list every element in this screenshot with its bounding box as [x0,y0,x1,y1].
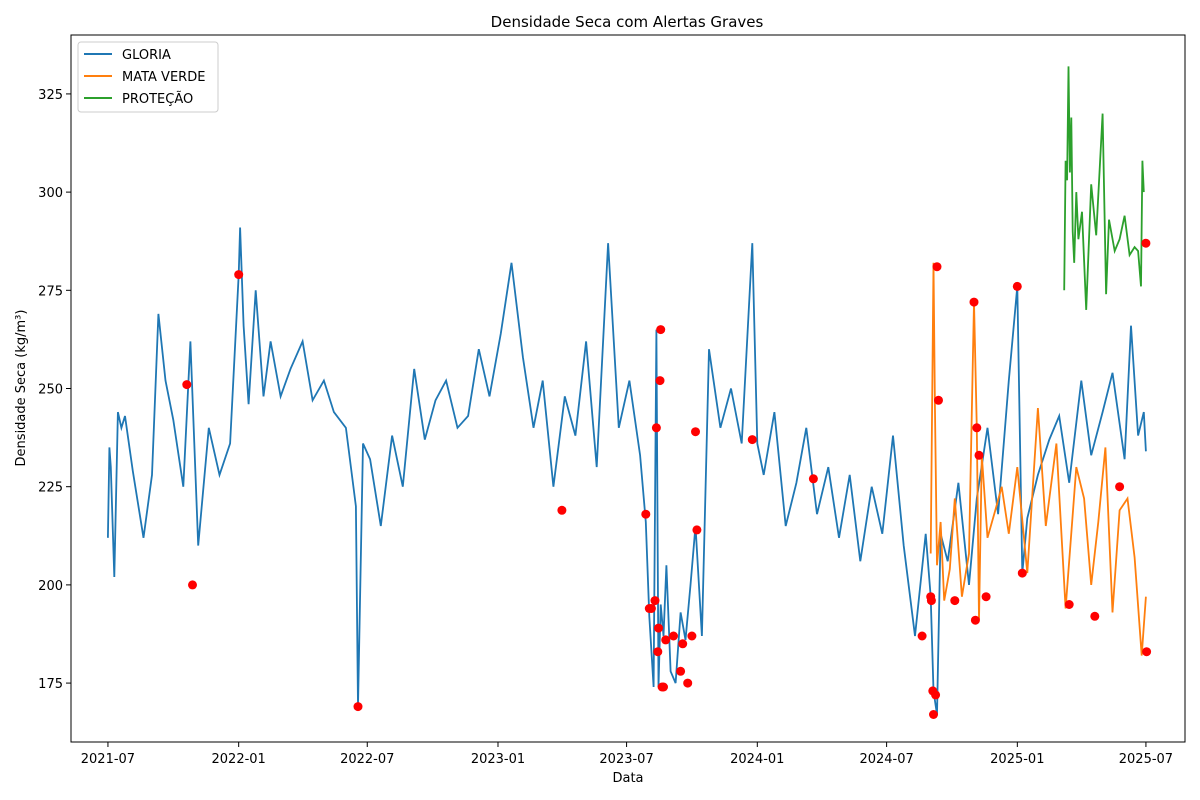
x-axis: 2021-07 2022-01 2022-07 2023-01 2023-07 2024-… [81,742,1173,767]
alert-point [1142,647,1152,657]
y-tick-label: 200 [38,579,63,594]
alert-point [1017,568,1027,578]
alert-point [661,635,671,645]
series-line-prote-o [1063,66,1145,310]
alert-point [1115,482,1125,492]
x-tick-label: 2024-07 [859,752,913,767]
alert-point [188,580,197,590]
series-line-gloria [107,227,1147,715]
alert-markers [182,238,1152,719]
alert-point [669,631,678,641]
alert-point [932,262,942,272]
alert-point [641,509,651,519]
x-tick-label: 2023-01 [471,752,525,767]
alert-point [926,596,936,606]
alert-point [651,423,661,433]
legend-label: GLORIA [122,48,171,63]
y-tick-label: 275 [38,284,63,299]
y-tick-label: 175 [38,677,63,692]
alert-point [557,505,567,515]
y-tick-label: 250 [38,383,63,398]
alert-point [981,592,991,602]
chart-title: Densidade Seca com Alertas Graves [491,13,764,31]
x-tick-label: 2022-07 [340,752,394,767]
y-axis-label: Densidade Seca (kg/m³) [14,310,29,467]
alert-point [656,325,666,335]
alert-point [1012,281,1022,291]
alert-point [1064,600,1074,609]
legend-box [77,41,219,113]
alert-point [692,525,702,535]
x-tick-label: 2022-01 [212,752,266,767]
alert-point [234,270,244,280]
alert-point [950,596,960,606]
plot-area [107,66,1147,715]
alert-point [931,690,941,700]
alert-point [970,615,980,625]
alert-point [353,702,363,712]
alert-point [678,639,688,649]
x-tick-label: 2025-07 [1119,752,1173,767]
y-axis: 175 200 225 250 275 300 325 [38,88,71,692]
x-tick-label: 2025-01 [990,752,1044,767]
alert-point [653,647,663,657]
alert-point [646,604,656,613]
legend: GLORIA MATA VERDE PROTEÇÃO [77,41,219,113]
y-tick-label: 300 [38,186,63,201]
alert-point [747,435,757,445]
x-tick-label: 2021-07 [81,752,135,767]
alert-point [650,596,660,606]
x-axis-label: Data [612,771,643,786]
alert-point [1141,238,1151,248]
alert-point [676,666,686,676]
legend-label: PROTEÇÃO [122,91,193,107]
alert-point [654,623,663,633]
alert-point [917,631,927,641]
y-tick-label: 225 [38,481,63,496]
y-tick-label: 325 [38,88,63,103]
alert-point [1090,611,1100,621]
alert-point [687,631,697,641]
alert-point [182,380,192,390]
alert-point [929,710,938,719]
alert-point [969,297,979,307]
series-line-mata-verde [929,262,1147,656]
legend-label: MATA VERDE [122,70,205,85]
alert-point [659,682,668,692]
alert-point [691,427,700,437]
alert-point [934,395,943,405]
x-tick-label: 2024-01 [730,752,784,767]
alert-point [974,450,984,460]
alert-point [655,376,665,386]
alert-point [808,474,818,484]
x-tick-label: 2023-07 [599,752,653,767]
alert-point [683,678,693,688]
alert-point [972,423,982,433]
